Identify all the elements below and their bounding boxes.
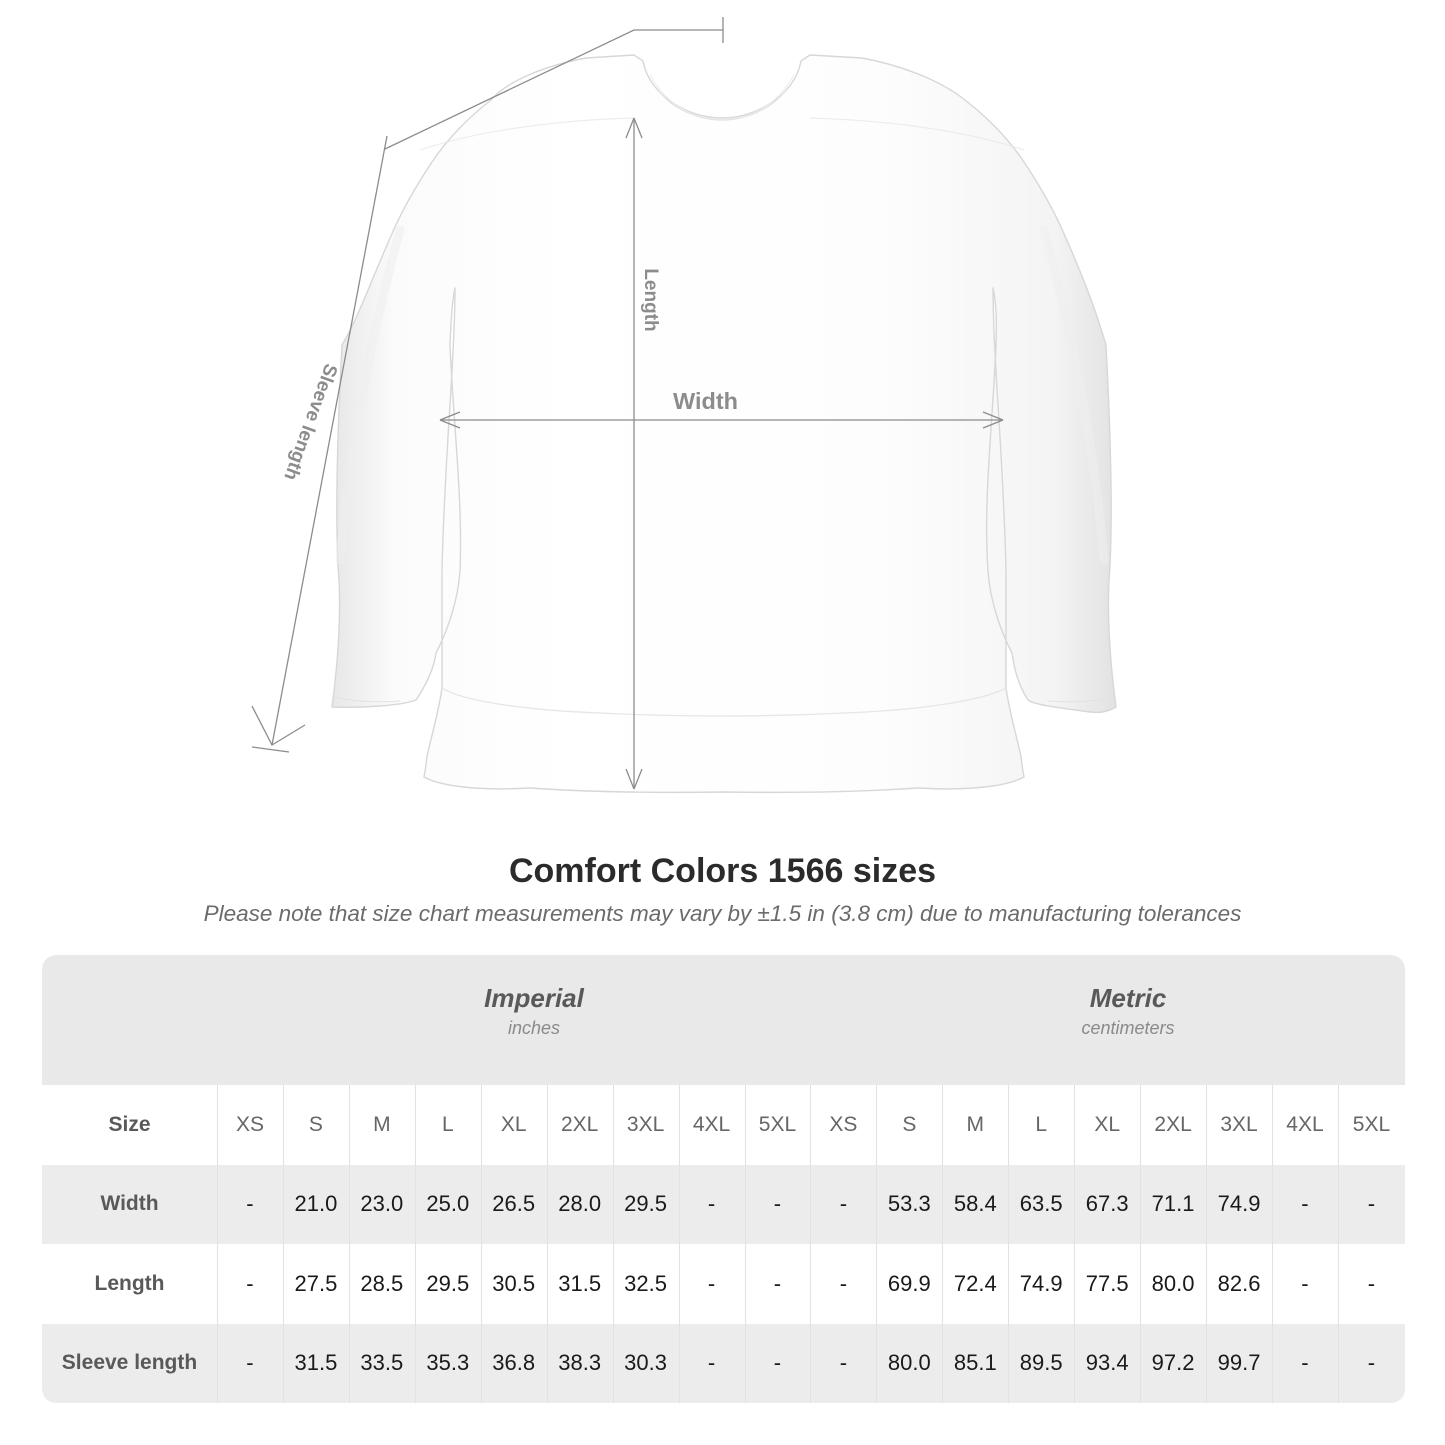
svg-text:Sleeve length: Sleeve length: [279, 361, 341, 483]
svg-text:Length: Length: [640, 268, 661, 331]
svg-text:Width: Width: [673, 388, 738, 414]
